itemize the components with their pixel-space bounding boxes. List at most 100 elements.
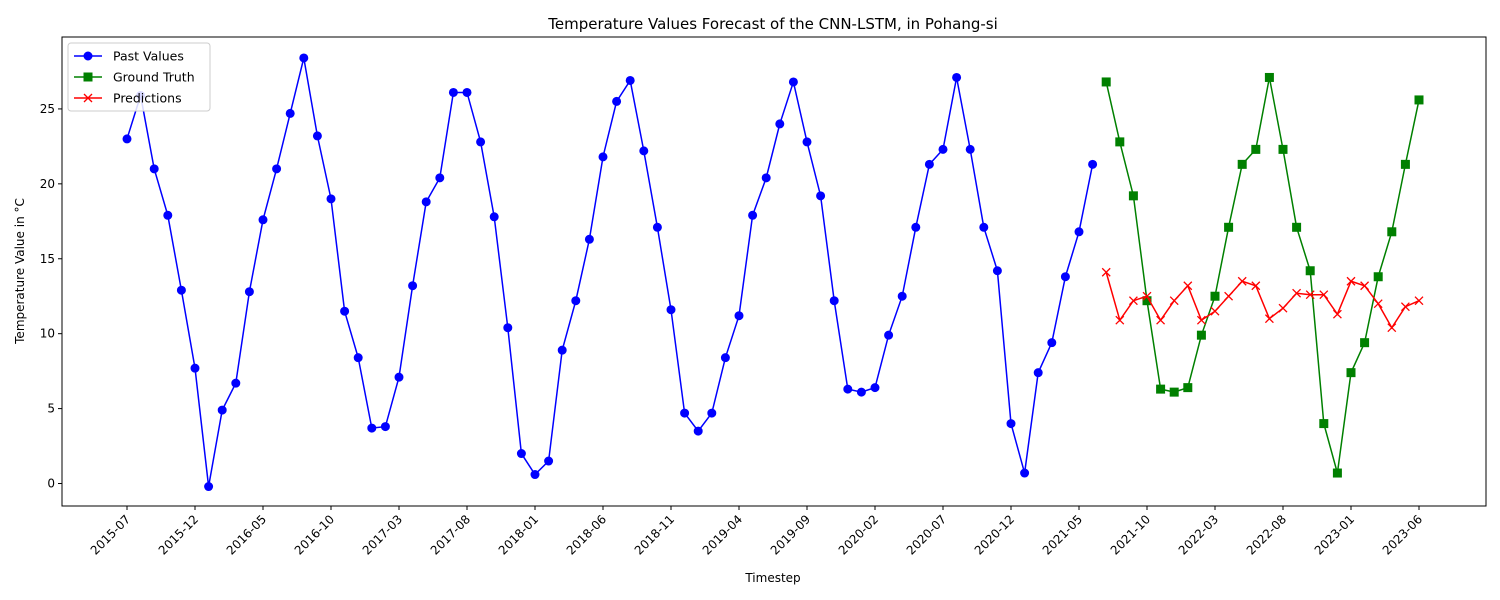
data-point-ground-truth <box>1319 419 1329 429</box>
y-axis: 0 5 10 15 20 25 <box>40 102 62 491</box>
data-point-predictions <box>1237 276 1247 286</box>
y-tick-label: 5 <box>47 402 55 416</box>
x-tick-label: 2023-01 <box>1312 512 1357 557</box>
data-point-past-values <box>122 134 132 144</box>
series-layer <box>122 53 1424 492</box>
data-point-past-values <box>244 287 254 297</box>
data-point-past-values <box>788 77 798 87</box>
data-point-past-values <box>1006 419 1016 429</box>
chart-title: Temperature Values Forecast of the CNN-L… <box>547 15 998 33</box>
data-point-ground-truth <box>1251 144 1261 154</box>
data-point-past-values <box>285 108 295 118</box>
data-point-past-values <box>204 482 214 492</box>
data-point-past-values <box>421 197 431 207</box>
data-point-past-values <box>734 311 744 321</box>
data-point-predictions <box>1319 290 1329 300</box>
data-point-past-values <box>149 164 159 174</box>
data-point-past-values <box>1033 368 1043 378</box>
x-tick-label: 2018-11 <box>632 512 677 557</box>
y-tick-label: 0 <box>47 477 55 491</box>
data-point-predictions <box>1414 296 1424 306</box>
data-point-past-values <box>462 87 472 97</box>
data-point-past-values <box>693 426 703 436</box>
data-point-past-values <box>748 210 758 220</box>
data-point-predictions <box>1196 315 1206 325</box>
data-point-past-values <box>666 305 676 315</box>
data-point-ground-truth <box>1346 368 1356 378</box>
data-point-ground-truth <box>1400 159 1410 169</box>
x-tick-label: 2020-12 <box>972 512 1017 557</box>
x-tick-label: 2022-08 <box>1244 512 1289 557</box>
data-point-ground-truth <box>1278 144 1288 154</box>
x-tick-label: 2018-06 <box>564 512 609 557</box>
data-point-ground-truth <box>1237 159 1247 169</box>
data-point-past-values <box>1074 227 1084 237</box>
data-point-predictions <box>1360 281 1370 291</box>
x-tick-label: 2020-02 <box>836 512 881 557</box>
legend: Past Values Ground Truth Predictions <box>67 42 211 112</box>
x-axis-label: Timestep <box>744 571 800 585</box>
legend-label-ground-truth: Ground Truth <box>113 70 195 85</box>
data-point-past-values <box>516 449 526 459</box>
series-line-predictions <box>1105 272 1420 330</box>
data-point-ground-truth <box>1169 387 1179 397</box>
x-tick-label: 2016-05 <box>224 512 269 557</box>
data-point-ground-truth <box>1196 330 1206 340</box>
data-point-ground-truth <box>1224 222 1234 232</box>
data-point-past-values <box>476 137 486 147</box>
data-point-past-values <box>394 372 404 382</box>
x-tick-label: 2021-05 <box>1040 512 1085 557</box>
x-tick-label: 2022-03 <box>1176 512 1221 557</box>
x-tick-label: 2017-03 <box>360 512 405 557</box>
x-tick-label: 2021-10 <box>1108 512 1153 557</box>
data-point-ground-truth <box>1387 227 1397 237</box>
data-point-past-values <box>1047 338 1057 348</box>
data-point-predictions <box>1278 303 1288 313</box>
data-point-past-values <box>884 330 894 340</box>
data-point-predictions <box>1169 296 1179 306</box>
data-point-past-values <box>272 164 282 174</box>
data-point-past-values <box>598 152 608 162</box>
data-point-past-values <box>992 266 1002 276</box>
data-point-ground-truth <box>1373 272 1383 282</box>
data-point-predictions <box>1183 281 1193 291</box>
legend-item-predictions: Predictions <box>74 91 182 106</box>
y-tick-label: 10 <box>40 327 55 341</box>
data-point-past-values <box>775 119 785 129</box>
data-point-past-values <box>897 291 907 301</box>
data-point-past-values <box>163 210 173 220</box>
data-point-past-values <box>979 222 989 232</box>
data-point-past-values <box>816 191 826 201</box>
series-ground-truth <box>1101 72 1424 478</box>
data-point-predictions <box>1387 323 1397 333</box>
data-point-ground-truth <box>1360 338 1370 348</box>
data-point-past-values <box>258 215 268 225</box>
data-point-predictions <box>1251 281 1261 291</box>
data-point-past-values <box>176 285 186 295</box>
data-point-past-values <box>870 383 880 393</box>
x-tick-label: 2016-10 <box>292 512 337 557</box>
data-point-predictions <box>1292 288 1302 298</box>
x-tick-label: 2015-07 <box>88 512 133 557</box>
x-tick-label: 2023-06 <box>1380 512 1425 557</box>
data-point-predictions <box>1142 291 1152 301</box>
data-point-predictions <box>1264 314 1274 324</box>
y-axis-label: Temperature Value in °C <box>13 198 27 345</box>
data-point-ground-truth <box>1128 191 1138 201</box>
data-point-past-values <box>557 345 567 355</box>
data-point-past-values <box>503 323 513 333</box>
data-point-past-values <box>380 422 390 432</box>
data-point-past-values <box>217 405 227 415</box>
legend-marker-past-values <box>83 51 93 61</box>
data-point-ground-truth <box>1264 72 1274 82</box>
data-point-past-values <box>829 296 839 306</box>
data-point-predictions <box>1346 276 1356 286</box>
legend-marker-ground-truth <box>83 72 93 82</box>
data-point-past-values <box>571 296 581 306</box>
data-point-predictions <box>1115 315 1125 325</box>
data-point-past-values <box>625 75 635 85</box>
data-point-past-values <box>680 408 690 418</box>
data-point-past-values <box>544 456 554 466</box>
legend-marker-predictions <box>83 93 93 103</box>
